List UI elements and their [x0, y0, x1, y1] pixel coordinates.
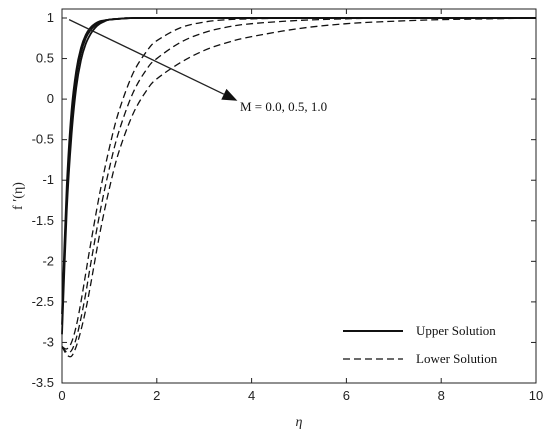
legend-label-upper: Upper Solution — [416, 323, 496, 338]
x-tick-label: 2 — [153, 388, 160, 403]
y-tick-label: 0.5 — [36, 51, 54, 66]
x-tick-label: 4 — [248, 388, 255, 403]
y-tick-label: -1.5 — [32, 213, 54, 228]
plot-frame — [61, 8, 537, 384]
annotation-arrow — [68, 19, 225, 95]
series-line-upper-M1 — [61, 17, 536, 335]
x-tick-label: 0 — [58, 388, 65, 403]
y-tick-label: -3 — [42, 334, 54, 349]
annotation-arrowhead — [221, 88, 238, 101]
y-tick-label: -2 — [42, 253, 54, 268]
y-tick-label: 1 — [47, 10, 54, 25]
y-tick-label: 0 — [47, 91, 54, 106]
x-axis-title: η — [296, 415, 303, 430]
annotation: M = 0.0, 0.5, 1.0 — [68, 19, 327, 114]
series-line-lower-M0 — [61, 17, 536, 350]
series-layer — [61, 17, 537, 358]
series-line-lower-M0_5 — [61, 17, 537, 354]
annotation-label: M = 0.0, 0.5, 1.0 — [240, 99, 327, 114]
y-tick-label: -2.5 — [32, 294, 54, 309]
legend-label-lower: Lower Solution — [416, 351, 498, 366]
x-tick-label: 10 — [529, 388, 543, 403]
axis-ticks: 0 2 4 6 8 10 1 0.5 0 -0.5 -1 -1.5 -2 -2.5 -3 -3.5 — [32, 9, 543, 403]
y-tick-label: -3.5 — [32, 375, 54, 390]
x-tick-label: 6 — [343, 388, 350, 403]
x-tick-label: 8 — [438, 388, 445, 403]
legend: Upper Solution Lower Solution — [343, 323, 498, 366]
y-tick-label: -0.5 — [32, 132, 54, 147]
y-tick-label: -1 — [42, 172, 54, 187]
series-line-lower-M1 — [61, 17, 537, 358]
y-axis-title: f ′(η) — [11, 182, 26, 210]
